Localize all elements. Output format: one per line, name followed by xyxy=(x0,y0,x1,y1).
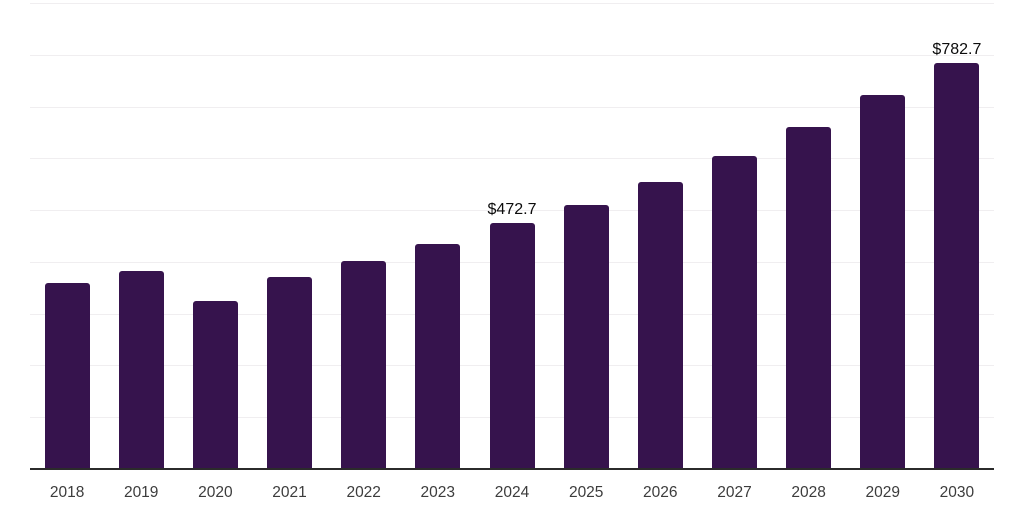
x-tick-label-2020: 2020 xyxy=(198,484,233,501)
bar-2025 xyxy=(563,205,609,468)
bar-2022 xyxy=(341,261,387,468)
x-tick-label-2019: 2019 xyxy=(123,484,159,501)
gridline xyxy=(30,158,994,160)
plot-area: $472.7 $782.7 xyxy=(30,3,994,470)
gridline xyxy=(30,3,994,4)
x-tick-label-2026: 2026 xyxy=(643,484,678,501)
value-label-2024: $472.7 xyxy=(487,201,537,219)
bar-2028 xyxy=(786,127,832,468)
bar-2030 xyxy=(934,62,980,468)
x-tick-label-2030: 2030 xyxy=(939,484,975,501)
bar-2018 xyxy=(44,283,90,468)
x-tick-label-2028: 2028 xyxy=(791,484,826,501)
x-tick-label-2021: 2021 xyxy=(272,484,307,501)
bar-2023 xyxy=(415,243,461,468)
bar-2019 xyxy=(118,270,164,468)
x-tick-label-2029: 2029 xyxy=(865,484,901,501)
bar-2027 xyxy=(712,156,757,468)
x-tick-label-2025: 2025 xyxy=(568,484,604,501)
bar-2029 xyxy=(860,95,906,468)
x-axis-line xyxy=(30,468,994,470)
bar-2024 xyxy=(489,223,535,468)
x-tick-label-2018: 2018 xyxy=(49,484,85,501)
gridline xyxy=(30,106,994,108)
gridline xyxy=(30,210,994,212)
value-label-2030: $782.7 xyxy=(932,40,982,58)
x-tick-label-2024: 2024 xyxy=(494,484,530,501)
bar-2026 xyxy=(637,181,683,468)
x-tick-label-2023: 2023 xyxy=(420,484,456,501)
bar-2021 xyxy=(267,276,312,468)
x-tick-label-2022: 2022 xyxy=(346,484,381,501)
bar-2020 xyxy=(192,300,238,468)
x-tick-label-2027: 2027 xyxy=(717,484,752,501)
gridline xyxy=(30,54,994,56)
